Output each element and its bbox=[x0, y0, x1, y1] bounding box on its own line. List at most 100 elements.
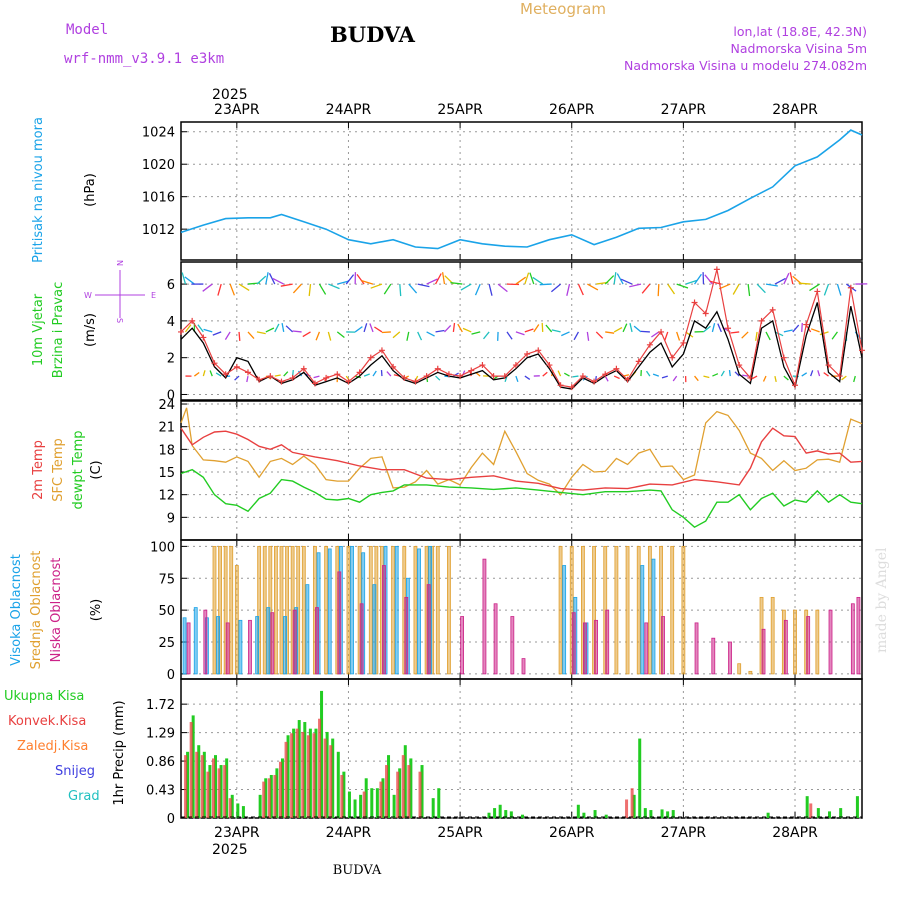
wind-arrow bbox=[532, 276, 544, 285]
mid-cloud-bar bbox=[625, 545, 630, 675]
wind-arrow bbox=[435, 375, 441, 381]
convective-rain-bar bbox=[273, 774, 277, 818]
total-rain-bar bbox=[303, 722, 307, 818]
wind-arrow bbox=[417, 283, 430, 288]
wind-arrow bbox=[633, 325, 642, 333]
total-rain-bar bbox=[336, 751, 340, 818]
wind-arrow bbox=[337, 280, 350, 285]
wind-gust-marker bbox=[445, 371, 452, 378]
wind-gust-marker bbox=[836, 373, 843, 380]
wind-gust-marker bbox=[311, 380, 318, 387]
convective-rain-bar bbox=[418, 771, 422, 818]
wind-arrow bbox=[789, 272, 794, 285]
convective-rain-bar bbox=[362, 791, 366, 818]
wind-arrow bbox=[541, 322, 544, 332]
wind-arrow bbox=[426, 278, 438, 285]
wind-arrow bbox=[356, 274, 365, 285]
wind-arrow bbox=[533, 324, 540, 333]
wind-arrow bbox=[308, 284, 312, 297]
low-cloud-bar bbox=[493, 603, 498, 675]
low-cloud-bar bbox=[460, 616, 464, 675]
wind-speed-line bbox=[180, 302, 863, 390]
total-rain-bar bbox=[649, 810, 653, 818]
wind-arrow bbox=[765, 331, 771, 341]
wind-arrow bbox=[345, 274, 355, 285]
panel-temperature: 9 12 15 18 21 24 bbox=[158, 398, 863, 541]
low-cloud-bar bbox=[426, 584, 431, 675]
wind-arrow bbox=[694, 375, 699, 382]
top-date-label: 24APR bbox=[326, 102, 372, 118]
mid-cloud-bar bbox=[681, 545, 686, 675]
wind-arrows bbox=[181, 272, 868, 383]
wind-arrow bbox=[386, 371, 392, 377]
wind-arrow bbox=[524, 375, 531, 380]
high-cloud-bar bbox=[651, 558, 656, 675]
total-rain-bar bbox=[342, 771, 346, 818]
wind-arrow bbox=[629, 283, 642, 288]
low-cloud-bar bbox=[510, 616, 515, 675]
wind-gust-marker bbox=[512, 362, 519, 369]
pressure-frame bbox=[180, 121, 863, 261]
sfc-temp-line bbox=[180, 407, 863, 496]
wind-arrow bbox=[184, 324, 192, 333]
mid-cloud-bar bbox=[218, 545, 222, 675]
wind-arrow bbox=[613, 375, 620, 380]
wind-arrow bbox=[302, 331, 311, 338]
total-rain-bar bbox=[197, 745, 201, 818]
wind-arrow bbox=[482, 331, 490, 340]
mid-cloud-bar bbox=[324, 545, 329, 675]
high-cloud-bar bbox=[283, 616, 287, 675]
top-date-label: 28APR bbox=[772, 102, 818, 118]
clouds-ytick-label: 50 bbox=[158, 604, 175, 619]
total-rain-bar bbox=[643, 808, 647, 818]
wind-gust-marker bbox=[356, 369, 363, 376]
total-rain-bar bbox=[666, 811, 670, 818]
convective-rain-bar bbox=[267, 778, 271, 818]
mid-cloud-bar bbox=[229, 545, 234, 675]
total-rain-bar bbox=[660, 809, 664, 818]
wind-arrow bbox=[434, 273, 442, 285]
total-rain-bar bbox=[325, 731, 329, 818]
wind-arrow bbox=[417, 331, 423, 341]
wind-arrow bbox=[582, 375, 588, 381]
wind-arrow bbox=[831, 331, 838, 340]
wind-gust-marker bbox=[568, 384, 575, 391]
total-rain-bar bbox=[370, 788, 374, 818]
wind-arrow bbox=[823, 372, 829, 377]
wind-arrow bbox=[810, 328, 820, 333]
mid-cloud-bar bbox=[285, 545, 289, 675]
total-rain-bar bbox=[593, 810, 597, 818]
wind-arrow bbox=[256, 331, 266, 335]
total-rain-bar bbox=[331, 738, 335, 818]
wind-gust-marker bbox=[378, 347, 385, 354]
wind-arrow bbox=[765, 283, 778, 287]
wind-arrow bbox=[363, 373, 370, 377]
wind-arrow bbox=[823, 283, 830, 296]
wind-arrow bbox=[318, 283, 327, 295]
wind-arrow bbox=[557, 370, 562, 377]
convective-rain-bar bbox=[323, 738, 327, 818]
wind-arrow bbox=[685, 279, 698, 285]
wind-arrow bbox=[292, 283, 303, 294]
mid-cloud-bar bbox=[770, 596, 775, 675]
wind-arrow bbox=[506, 331, 513, 340]
wind-arrow bbox=[441, 272, 446, 285]
convective-rain-bar bbox=[306, 735, 310, 818]
wind-gust-marker bbox=[847, 284, 854, 291]
wind-arrow bbox=[488, 283, 493, 296]
total-rain-bar bbox=[225, 758, 229, 818]
wind-arrow bbox=[327, 331, 332, 341]
low-cloud-bar bbox=[711, 637, 716, 675]
wind-gust-marker bbox=[635, 358, 642, 365]
wind-arrow bbox=[399, 284, 402, 297]
wind-gust-marker bbox=[278, 378, 285, 385]
convective-rain-bar bbox=[809, 803, 813, 818]
wind-gust-marker bbox=[780, 354, 787, 361]
wind-gust-marker bbox=[457, 373, 464, 380]
wind-legend-e: E bbox=[151, 291, 156, 300]
precip-unit: (mm) bbox=[112, 700, 127, 735]
clouds-ytick-label: 25 bbox=[158, 636, 175, 651]
wind-arrow bbox=[783, 375, 789, 381]
wind-arrow bbox=[336, 331, 345, 339]
wind-gust-marker bbox=[233, 363, 240, 370]
